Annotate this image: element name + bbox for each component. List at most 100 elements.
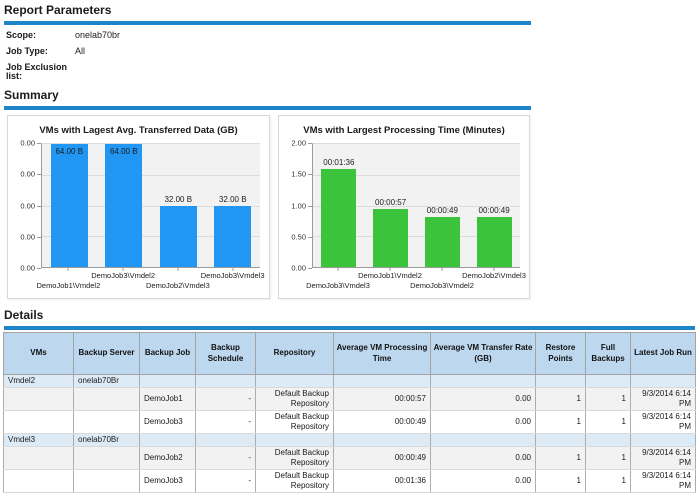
cell: DemoJob3 <box>139 469 196 493</box>
gridline <box>42 205 260 207</box>
bar-slot: 00:00:49 <box>468 144 520 267</box>
x-axis-tick <box>493 268 495 271</box>
x-axis-label: DemoJob3\Vmdel2 <box>410 281 474 290</box>
cell <box>73 410 140 434</box>
cell <box>585 374 631 388</box>
cell: 1 <box>535 469 586 493</box>
chart-bar <box>50 144 88 267</box>
cell <box>630 433 696 447</box>
cell: 1 <box>585 469 631 493</box>
report-parameters-section: Report Parameters Scope: onelab70br Job … <box>0 3 700 81</box>
cell <box>3 469 74 493</box>
gridline <box>42 174 260 176</box>
x-axis-label: DemoJob1\Vmdel2 <box>358 271 422 280</box>
column-header: Backup Schedule <box>195 332 256 375</box>
cell <box>73 469 140 493</box>
y-axis-tick-label: 0.00 <box>20 169 35 179</box>
cell: DemoJob1 <box>139 387 196 411</box>
table-group-row: Vmdel3 onelab70Br <box>3 433 696 447</box>
cell: 00:00:57 <box>333 387 431 411</box>
gridline <box>313 205 520 207</box>
section-heading-summary: Summary <box>4 88 59 102</box>
x-axis-labels: DemoJob1\Vmdel2 DemoJob3\Vmdel2 DemoJob2\V… <box>36 268 265 294</box>
bar-slot: 00:00:49 <box>417 144 469 267</box>
y-axis-tick-label: 0.00 <box>20 201 35 210</box>
param-label: Scope: <box>6 30 37 40</box>
cell: Default Backup Repository <box>255 387 334 411</box>
x-axis-tick <box>67 268 69 271</box>
bar-slot: 64.00 B <box>97 144 152 267</box>
cell <box>333 433 431 447</box>
section-heading-report-parameters: Report Parameters <box>4 3 112 17</box>
x-axis-label: DemoJob1\Vmdel2 <box>36 281 101 290</box>
column-header: Average VM Processing Time <box>333 332 431 375</box>
bar-slot: 32.00 B <box>151 144 206 267</box>
cell <box>535 433 586 447</box>
param-row-scope: Scope: onelab70br <box>6 31 700 40</box>
y-axis-tick <box>308 143 312 144</box>
cell: Default Backup Repository <box>255 410 334 434</box>
y-axis-tick <box>308 205 312 207</box>
param-row-job-exclusion: Job Exclusion list: <box>6 63 700 81</box>
cell: 1 <box>535 446 586 470</box>
cell: 00:01:36 <box>333 469 431 493</box>
table-row: DemoJob3- Default Backup Repository 00:00:… <box>3 410 696 434</box>
bar-value-label: 64.00 B <box>55 147 84 156</box>
x-axis-label: DemoJob2\Vmdel3 <box>145 281 210 290</box>
param-label: Job Exclusion list: <box>6 62 68 81</box>
x-axis-tick <box>441 268 443 271</box>
plot-area-wrap: 00:01:36 00:00:57 00:00:49 00:00:49 DemoJob… <box>306 143 526 294</box>
cell <box>73 446 140 470</box>
cell <box>535 374 586 388</box>
column-header: Restore Points <box>535 332 586 375</box>
x-axis-label: DemoJob3\Vmdel3 <box>200 271 265 280</box>
column-header: Backup Job <box>139 332 196 375</box>
table-group-row: Vmdel2 onelab70Br <box>3 374 696 388</box>
y-axis: 2.00 1.50 1.00 0.50 0.00 <box>279 139 312 273</box>
summary-charts: VMs with Lagest Avg. Transferred Data (G… <box>7 115 700 299</box>
y-axis-tick-label: 0.00 <box>20 263 35 273</box>
cell <box>430 374 536 388</box>
section-divider-bar <box>4 106 531 110</box>
cell <box>3 387 74 411</box>
cell: 0.00 <box>430 469 536 493</box>
x-axis-tick <box>232 268 234 271</box>
cell: DemoJob3 <box>139 410 196 434</box>
chart-bar <box>476 216 512 267</box>
column-header: VMs <box>3 332 74 375</box>
x-axis-tick <box>122 268 124 271</box>
cell: - <box>195 469 256 493</box>
bar-value-label: 00:01:36 <box>323 157 355 167</box>
cell <box>3 410 74 434</box>
plot-area: 00:01:36 00:00:57 00:00:49 00:00:49 <box>312 143 520 268</box>
column-header: Repository <box>255 332 334 375</box>
cell: 00:00:49 <box>333 446 431 470</box>
y-axis-tick-label: 1.50 <box>291 169 306 179</box>
bar-value-label: 00:00:57 <box>375 197 407 207</box>
cell: 1 <box>535 410 586 434</box>
y-axis: 0.00 0.00 0.00 0.00 0.00 <box>8 139 41 273</box>
bar-value-label: 00:00:49 <box>478 205 510 215</box>
cell <box>73 387 140 411</box>
chart-bar <box>159 205 197 267</box>
bar-slot: 00:00:57 <box>365 144 417 267</box>
cell: Default Backup Repository <box>255 446 334 470</box>
cell: 9/3/2014 6:14 PM <box>630 387 696 411</box>
table-row: DemoJob1- Default Backup Repository 00:00:… <box>3 387 696 411</box>
column-header: Backup Server <box>73 332 140 375</box>
y-axis-tick <box>37 143 41 144</box>
plot-area: 64.00 B 64.00 B 32.00 B 32.00 B <box>41 143 260 268</box>
cell <box>3 446 74 470</box>
bar-slot: 00:01:36 <box>313 144 365 267</box>
y-axis-tick-label: 0.50 <box>291 232 306 242</box>
bar-value-label: 32.00 B <box>164 194 193 204</box>
gridline <box>313 174 520 176</box>
cell: 1 <box>535 387 586 411</box>
x-axis-tick <box>177 268 179 271</box>
y-axis-tick <box>308 174 312 176</box>
table-row: DemoJob3- Default Backup Repository 00:01:… <box>3 469 696 493</box>
gridline <box>42 236 260 238</box>
table-row: DemoJob2- Default Backup Repository 00:00:… <box>3 446 696 470</box>
param-value: All <box>75 46 86 56</box>
y-axis-tick <box>37 205 41 207</box>
